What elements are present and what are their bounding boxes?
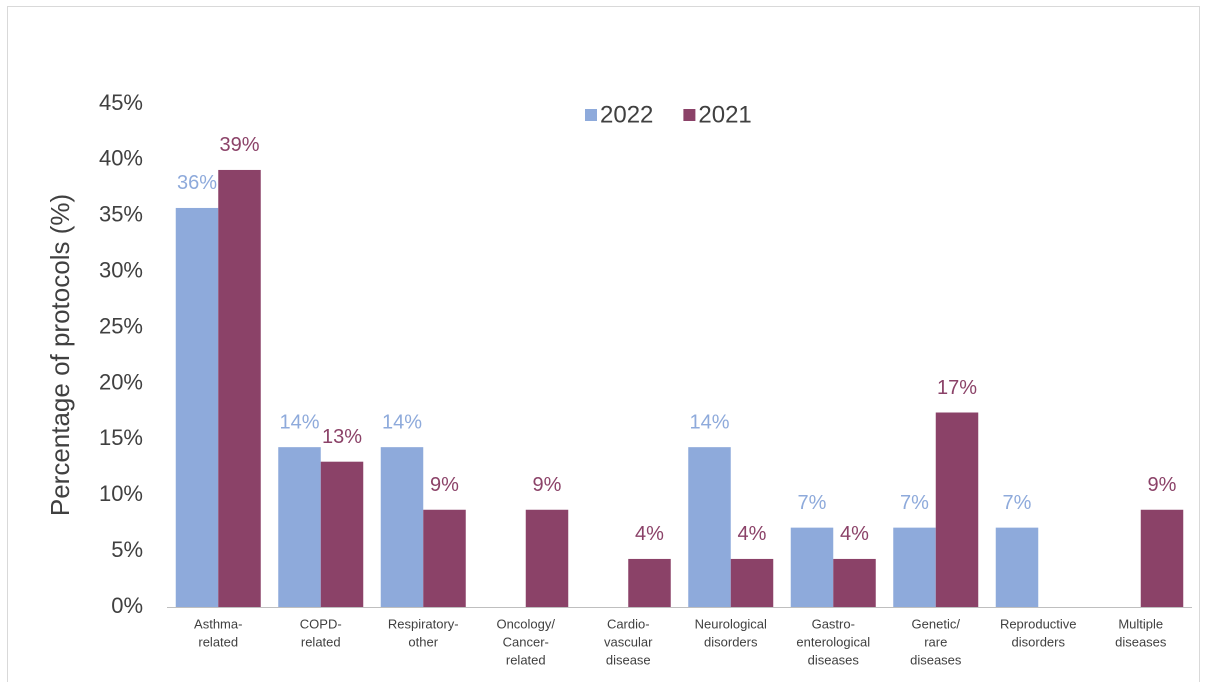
value-label: 14%: [382, 411, 422, 433]
x-tick-label: Respiratory-: [388, 616, 459, 631]
x-tick-label: vascular: [604, 634, 653, 649]
x-tick-label: Asthma-: [194, 616, 242, 631]
bar: [380, 447, 424, 607]
value-label: 17%: [937, 377, 977, 399]
bar: [688, 447, 731, 607]
x-tick-label: related: [506, 652, 546, 667]
legend-label: 2022: [600, 101, 653, 128]
x-tick-label: Gastro-: [812, 616, 855, 631]
chart-frame: [7, 6, 1200, 682]
x-tick-label: Neurological: [695, 616, 767, 631]
x-tick-label: Reproductive: [1000, 616, 1077, 631]
x-tick-label: other: [408, 634, 438, 649]
x-tick-label: Cancer-: [503, 634, 549, 649]
x-tick-label: rare: [924, 634, 947, 649]
legend-swatch: [683, 109, 696, 121]
y-tick-label: 15%: [99, 425, 143, 450]
value-label: 39%: [219, 134, 259, 156]
y-tick-label: 30%: [99, 257, 143, 282]
bar: [790, 527, 834, 607]
bar: [833, 558, 876, 607]
y-tick-label: 45%: [99, 90, 143, 115]
bar: [995, 527, 1039, 607]
value-label: 9%: [430, 474, 459, 496]
bar: [320, 461, 364, 607]
bar: [278, 447, 321, 607]
x-tick-label: Multiple: [1118, 616, 1163, 631]
value-label: 14%: [279, 411, 319, 433]
y-tick-label: 0%: [111, 593, 143, 618]
legend-swatch: [585, 109, 597, 121]
value-label: 9%: [533, 474, 562, 496]
y-tick-label: 35%: [99, 202, 143, 227]
x-tick-label: diseases: [910, 652, 962, 667]
x-tick-label: COPD-: [300, 616, 342, 631]
y-tick-label: 40%: [99, 146, 143, 171]
bar: [730, 558, 774, 607]
bar: [1140, 509, 1184, 607]
value-label: 7%: [1003, 492, 1032, 514]
value-label: 36%: [177, 172, 217, 194]
y-axis-title: Percentage of protocols (%): [45, 194, 75, 516]
x-tick-label: related: [198, 634, 238, 649]
bar: [218, 169, 261, 607]
bar: [525, 509, 569, 607]
value-label: 4%: [840, 523, 869, 545]
x-tick-label: related: [301, 634, 341, 649]
bar: [423, 509, 466, 607]
x-tick-label: disorders: [1012, 634, 1066, 649]
value-label: 7%: [798, 492, 827, 514]
value-label: 4%: [738, 523, 767, 545]
y-tick-label: 25%: [99, 313, 143, 338]
x-tick-label: Cardio-: [607, 616, 650, 631]
x-tick-label: disease: [606, 652, 651, 667]
bar: [893, 527, 936, 607]
x-tick-label: Oncology/: [496, 616, 555, 631]
x-tick-label: disorders: [704, 634, 758, 649]
value-label: 9%: [1148, 474, 1177, 496]
y-tick-label: 20%: [99, 369, 143, 394]
y-tick-label: 5%: [111, 537, 143, 562]
legend-label: 2021: [698, 101, 751, 128]
value-label: 7%: [900, 492, 929, 514]
bar: [935, 412, 979, 607]
x-tick-label: diseases: [808, 652, 860, 667]
y-tick-label: 10%: [99, 481, 143, 506]
x-tick-label: diseases: [1115, 634, 1167, 649]
value-label: 14%: [689, 411, 729, 433]
value-label: 13%: [322, 426, 362, 448]
value-label: 4%: [635, 523, 664, 545]
x-tick-label: Genetic/: [912, 616, 961, 631]
x-tick-label: enterological: [796, 634, 870, 649]
bar: [175, 207, 219, 607]
bar: [628, 558, 671, 607]
